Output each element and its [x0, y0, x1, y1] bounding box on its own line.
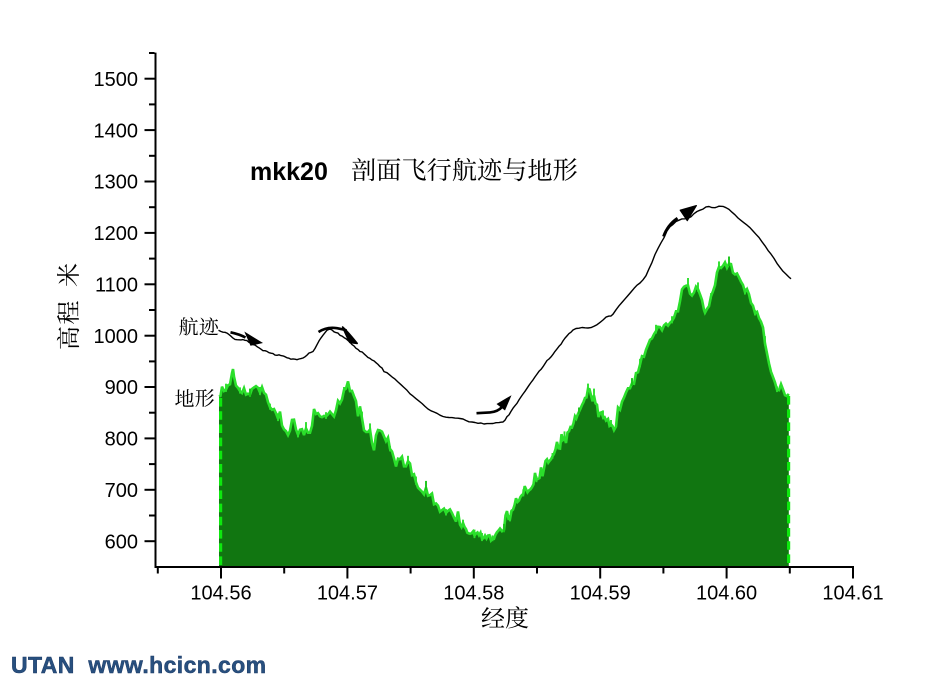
svg-text:800: 800: [105, 429, 138, 451]
svg-text:104.56: 104.56: [190, 583, 251, 605]
svg-text:mkk20: mkk20: [250, 158, 328, 186]
svg-text:104.61: 104.61: [822, 583, 883, 605]
svg-text:900: 900: [105, 377, 138, 399]
svg-text:104.60: 104.60: [696, 583, 757, 605]
svg-text:600: 600: [105, 531, 138, 553]
svg-text:700: 700: [105, 480, 138, 502]
svg-text:1400: 1400: [94, 120, 139, 142]
svg-text:1200: 1200: [94, 223, 139, 245]
svg-text:1100: 1100: [95, 275, 138, 297]
svg-text:1500: 1500: [94, 69, 139, 91]
svg-text:1000: 1000: [94, 326, 139, 348]
svg-text:104.58: 104.58: [443, 583, 504, 605]
svg-text:104.57: 104.57: [317, 583, 378, 605]
svg-text:UTAN www.hcicn.com: UTAN www.hcicn.com: [11, 652, 267, 678]
svg-text:1300: 1300: [94, 172, 139, 194]
svg-text:104.59: 104.59: [570, 583, 631, 605]
